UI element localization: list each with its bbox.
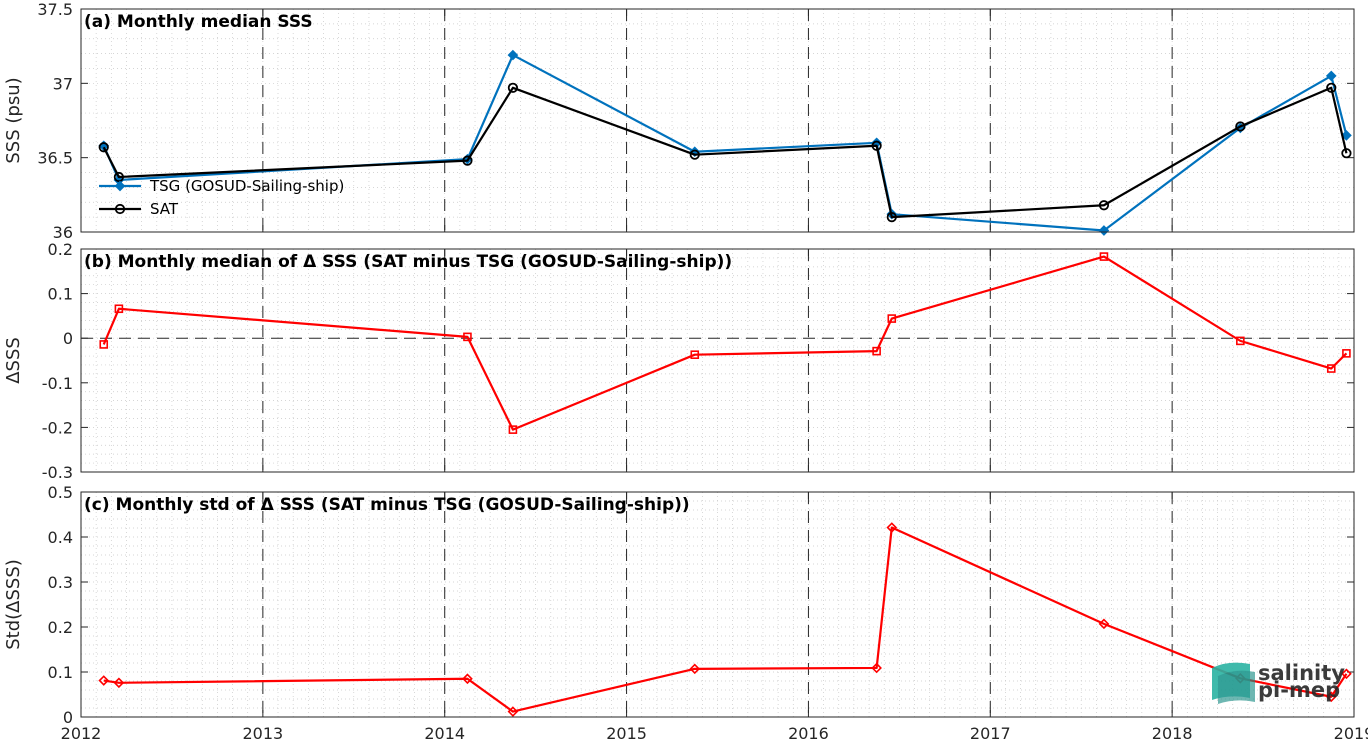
series-sat [98, 82, 1352, 223]
panel-a: 36 36.5 37 37.5 (a) Monthly median SSS SSS (p… [3, 0, 1355, 242]
data-point [507, 706, 519, 717]
panel-b: -0.3 -0.2 -0.1 0 0.1 0.2 (b) Monthly median of… [3, 240, 1355, 482]
data-point [1098, 225, 1110, 236]
y-tick-label: 36 [53, 223, 73, 242]
y-axis-label: Std(ΔSSS) [3, 559, 24, 650]
data-point [1325, 70, 1337, 82]
plot-background [81, 249, 1354, 472]
y-tick-label: -0.2 [42, 418, 73, 437]
legend-label: SAT [150, 200, 179, 218]
data-point [1099, 252, 1109, 261]
y-tick-label: -0.1 [42, 374, 73, 393]
x-tick-label: 2019 [1334, 724, 1368, 743]
data-point [690, 350, 700, 360]
data-point [871, 662, 882, 674]
y-tick-label: 0.5 [48, 483, 73, 502]
y-axis-label: ΔSSS [3, 337, 24, 384]
series-line [102, 255, 1348, 431]
y-tick-label: 0 [63, 708, 73, 727]
data-point [689, 663, 701, 675]
y-tick-label: 0.3 [48, 573, 73, 592]
legend: TSG (GOSUD-Sailing-ship) SAT [99, 177, 344, 218]
y-tick-label: 0.1 [48, 663, 73, 682]
data-point [114, 304, 124, 314]
x-tick-label: 2014 [424, 724, 465, 743]
data-point [1326, 364, 1336, 373]
y-tick-label: 0.2 [48, 240, 73, 259]
data-point [887, 314, 897, 323]
data-point [462, 673, 473, 685]
data-point [1342, 349, 1351, 358]
data-point [98, 142, 109, 153]
y-tick-label: -0.3 [42, 463, 73, 482]
data-point [1326, 82, 1337, 93]
plot-frame [80, 8, 1355, 233]
logo-text-line2: pi-mep [1258, 678, 1340, 702]
logo-wave-shape [1218, 670, 1255, 704]
data-point [1236, 336, 1245, 346]
series-line-0 [99, 252, 1351, 434]
data-point [463, 332, 472, 342]
data-point [1235, 121, 1246, 132]
y-tick-label: 0.4 [48, 528, 73, 547]
y-tick-label: 37.5 [37, 0, 73, 19]
x-tick-label: 2015 [606, 724, 647, 743]
series-line [103, 526, 1348, 713]
y-tick-label: 36.5 [37, 149, 73, 168]
plot-frame [80, 491, 1355, 718]
data-point [689, 149, 700, 160]
y-tick-label: 37 [53, 74, 73, 93]
panel-title: (c) Monthly std of Δ SSS (SAT minus TSG … [84, 495, 690, 515]
series-line [102, 86, 1348, 219]
plot-background [81, 9, 1354, 232]
x-tick-label: 2017 [970, 724, 1011, 743]
data-point [1341, 668, 1352, 680]
panel-c: 0 0.1 0.2 0.3 0.4 0.5 (c) Monthly std of Δ SSS… [3, 483, 1355, 727]
data-point [689, 146, 701, 158]
data-point [507, 82, 519, 93]
data-point [98, 675, 110, 686]
logo-text-line1: salinity [1258, 661, 1345, 685]
data-point [1341, 130, 1352, 141]
x-tick-label: 2012 [61, 724, 102, 743]
data-point [507, 49, 519, 61]
legend-label: TSG (GOSUD-Sailing-ship) [149, 177, 344, 195]
x-tick-label: 2018 [1152, 724, 1193, 743]
data-point [113, 677, 125, 689]
data-point [1341, 148, 1352, 159]
legend-marker [114, 180, 126, 192]
legend-marker [114, 203, 126, 215]
y-axis-label: SSS (psu) [3, 77, 24, 163]
y-tick-label: 0.2 [48, 618, 73, 637]
y-tick-label: 0.1 [48, 285, 73, 304]
data-point [1098, 618, 1110, 630]
data-point [886, 522, 898, 533]
data-point [1325, 691, 1337, 703]
panel-title: (a) Monthly median SSS [84, 12, 313, 32]
data-point [462, 155, 473, 166]
y-tick-label: 0 [63, 329, 73, 348]
x-tick-label: 2013 [242, 724, 283, 743]
data-point [113, 171, 124, 183]
data-point [508, 425, 518, 434]
data-point [871, 140, 882, 151]
plot-frame [80, 248, 1355, 473]
panel-title: (b) Monthly median of Δ SSS (SAT minus T… [84, 252, 732, 272]
data-point [886, 212, 897, 223]
data-point [872, 346, 881, 356]
x-tick-label: 2016 [788, 724, 829, 743]
data-point [99, 340, 109, 349]
data-point [1098, 200, 1110, 211]
